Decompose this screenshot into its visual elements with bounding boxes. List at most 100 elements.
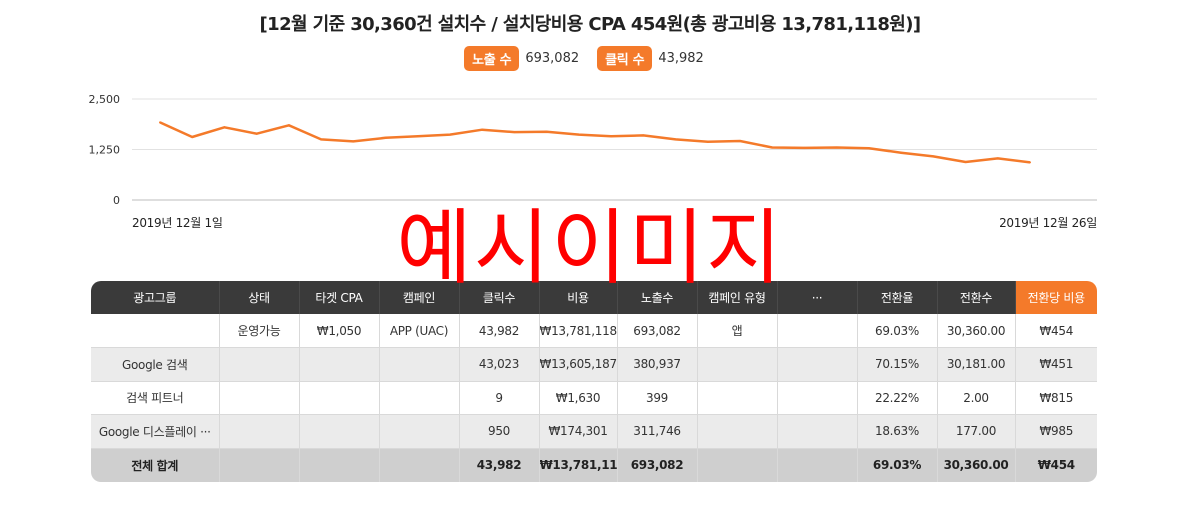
table-cell <box>777 448 858 482</box>
x-start-label: 2019년 12월 1일 <box>132 216 223 230</box>
table-header-row: 광고그룹 상태 타겟 CPA 캠페인 클릭수 비용 노출수 캠페인 유형 ··· 전환율 전환수 전환… <box>91 281 1097 314</box>
column-header[interactable]: 전환당 비용 <box>1015 281 1097 314</box>
table-cell <box>777 347 858 382</box>
table-cell: 30,360.00 <box>937 314 1016 348</box>
table-row: 검색 피트너 9 ₩1,630 399 22.22% 2.00 ₩815 <box>91 381 1097 415</box>
data-point <box>416 135 419 138</box>
page-title: [12월 기준 30,360건 설치수 / 설치당비용 CPA 454원(총 광… <box>259 14 922 35</box>
table-cell <box>91 314 220 348</box>
table-cell <box>299 347 380 382</box>
data-point <box>577 133 580 136</box>
clicks-value: 43,982 <box>658 51 704 66</box>
table-total-row: 전체 합계 43,982 ₩13,781,118 693,082 69.03% 30,36… <box>91 448 1097 482</box>
data-point <box>642 134 645 137</box>
table-cell: ₩451 <box>1015 347 1097 382</box>
table-cell: 69.03% <box>857 448 938 482</box>
table-cell: ₩985 <box>1015 414 1097 449</box>
column-header[interactable]: 전환율 <box>857 281 938 314</box>
table-cell: 22.22% <box>857 381 938 415</box>
table-cell <box>299 448 380 482</box>
daily-line-chart: 2,500 1,250 0 <box>89 93 1097 207</box>
table-cell <box>379 347 460 382</box>
data-point <box>610 135 613 138</box>
column-header[interactable]: 노출수 <box>617 281 698 314</box>
table-cell <box>697 381 778 415</box>
series-line <box>159 121 1031 164</box>
data-point <box>352 140 355 143</box>
table-cell <box>697 347 778 382</box>
table-cell <box>777 414 858 449</box>
table-cell: 399 <box>617 381 698 415</box>
data-point <box>835 146 838 149</box>
data-point <box>932 155 935 158</box>
ad-group-table: 광고그룹 상태 타겟 CPA 캠페인 클릭수 비용 노출수 캠페인 유형 ··· 전환율 전환수 전환… <box>91 281 1097 482</box>
y-tick-label: 2,500 <box>89 93 121 106</box>
clicks-badge: 클릭 수 <box>597 46 653 71</box>
column-header[interactable]: 캠페인 <box>379 281 460 314</box>
table-cell: 30,360.00 <box>937 448 1016 482</box>
data-point <box>867 147 870 150</box>
table-cell: ₩13,605,187 <box>539 347 618 382</box>
table-cell <box>379 381 460 415</box>
table-cell: 950 <box>459 414 540 449</box>
table-cell: Google 디스플레이 ··· <box>91 414 220 449</box>
table-cell: 693,082 <box>617 448 698 482</box>
table-cell: ₩454 <box>1015 314 1097 348</box>
table-cell: 30,181.00 <box>937 347 1016 382</box>
table-cell: Google 검색 <box>91 347 220 382</box>
table-cell: 9 <box>459 381 540 415</box>
data-point <box>223 126 226 129</box>
data-point <box>674 138 677 141</box>
table-cell: 운영가능 <box>219 314 300 348</box>
table-cell: 70.15% <box>857 347 938 382</box>
table-cell <box>219 448 300 482</box>
table-cell: ₩454 <box>1015 448 1097 482</box>
table-cell: ₩13,781,118 <box>539 314 618 348</box>
data-point <box>191 135 194 138</box>
table-cell <box>777 381 858 415</box>
column-header[interactable]: 캠페인 유형 <box>697 281 778 314</box>
table-cell: ₩815 <box>1015 381 1097 415</box>
data-point <box>320 138 323 141</box>
table-cell: ₩13,781,118 <box>539 448 618 482</box>
data-point <box>159 121 161 124</box>
data-point <box>481 128 484 131</box>
table-cell: APP (UAC) <box>379 314 460 348</box>
table-cell: 43,982 <box>459 314 540 348</box>
table-cell: 311,746 <box>617 414 698 449</box>
data-point <box>545 130 548 133</box>
column-header[interactable]: 비용 <box>539 281 618 314</box>
table-cell: 69.03% <box>857 314 938 348</box>
impressions-value: 693,082 <box>525 51 580 66</box>
column-header[interactable]: 광고그룹 <box>91 281 220 314</box>
x-end-label: 2019년 12월 26일 <box>999 216 1097 230</box>
column-header[interactable]: 클릭수 <box>459 281 540 314</box>
table-row: Google 검색 43,023 ₩13,605,187 380,937 70.15% 3… <box>91 347 1097 382</box>
data-point <box>771 146 774 149</box>
table-cell: 앱 <box>697 314 778 348</box>
data-point <box>449 133 451 136</box>
table-cell <box>697 414 778 449</box>
table-cell <box>219 347 300 382</box>
data-point <box>1029 161 1031 164</box>
y-tick-label: 1,250 <box>89 144 121 157</box>
table-cell <box>379 414 460 449</box>
table-cell: 18.63% <box>857 414 938 449</box>
table-cell: 380,937 <box>617 347 698 382</box>
column-header[interactable]: 전환수 <box>937 281 1016 314</box>
column-header[interactable]: 상태 <box>219 281 300 314</box>
data-point <box>900 151 903 154</box>
table-cell: 43,023 <box>459 347 540 382</box>
data-point <box>287 124 290 127</box>
table-cell: 전체 합계 <box>91 448 220 482</box>
table-cell <box>299 414 380 449</box>
table-cell <box>299 381 380 415</box>
data-point <box>706 140 709 143</box>
table-row: 운영가능 ₩1,050 APP (UAC) 43,982 ₩13,781,118 693,… <box>91 314 1097 348</box>
table-cell: 693,082 <box>617 314 698 348</box>
column-header[interactable]: 타겟 CPA <box>299 281 380 314</box>
column-header[interactable]: ··· <box>777 281 858 314</box>
data-point <box>996 157 999 160</box>
table-cell: 2.00 <box>937 381 1016 415</box>
table-cell: ₩174,301 <box>539 414 618 449</box>
